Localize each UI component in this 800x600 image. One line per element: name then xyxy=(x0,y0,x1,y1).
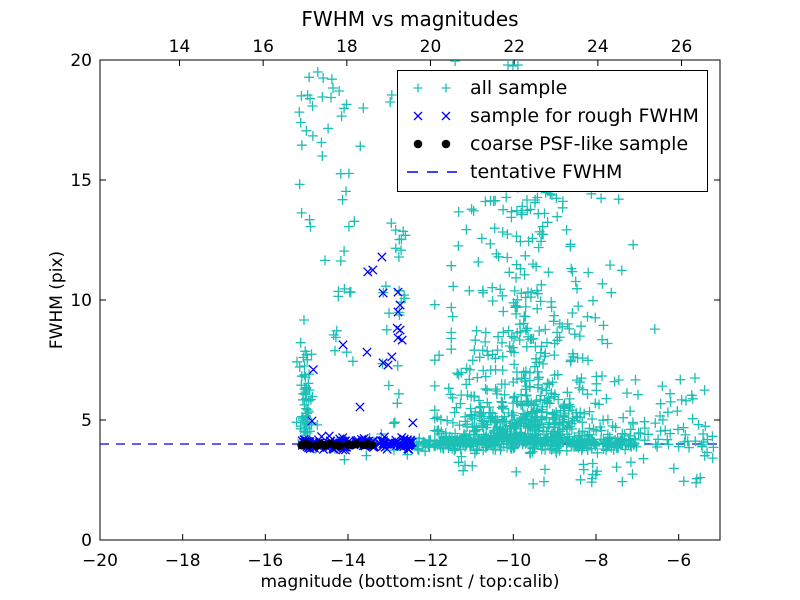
chart-title: FWHM vs magnitudes xyxy=(301,7,519,31)
legend-item-label: coarse PSF-like sample xyxy=(470,133,689,155)
x-bottom-tick-label: −6 xyxy=(666,551,691,571)
legend-item-psf-sample: coarse PSF-like sample xyxy=(398,130,707,158)
scatter-all-sample xyxy=(291,60,719,489)
plus-marker-icon xyxy=(403,77,461,99)
x-axis-label: magnitude (bottom:isnt / top:calib) xyxy=(260,572,560,592)
legend: all sample sample for rough FWHM coarse … xyxy=(397,70,708,192)
x-bottom-tick-label: −14 xyxy=(330,551,366,571)
x-bottom-tick-label: −20 xyxy=(82,551,118,571)
legend-item-label: tentative FWHM xyxy=(470,161,623,183)
x-top-tick-label: 16 xyxy=(252,37,274,57)
x-bottom-tick-label: −18 xyxy=(165,551,201,571)
y-tick-label: 15 xyxy=(70,171,92,191)
legend-item-tentative-fwhm: tentative FWHM xyxy=(398,158,707,186)
cross-marker-icon xyxy=(403,105,461,127)
dash-line-icon xyxy=(403,161,461,183)
scatter-rough-fwhm-sample xyxy=(297,252,418,455)
x-top-tick-label: 20 xyxy=(420,37,442,57)
psf-sample-dot xyxy=(304,440,314,450)
y-tick-label: 10 xyxy=(70,291,92,311)
legend-item-rough-fwhm: sample for rough FWHM xyxy=(398,102,707,130)
dot-marker-icon xyxy=(403,133,461,155)
y-tick-label: 20 xyxy=(70,51,92,71)
y-tick-label: 0 xyxy=(81,531,92,551)
psf-sample-dot xyxy=(352,439,361,449)
y-tick-label: 5 xyxy=(81,411,92,431)
psf-sample-dot xyxy=(367,440,376,450)
x-top-tick-label: 24 xyxy=(587,37,609,57)
legend-item-all-sample: all sample xyxy=(398,74,707,102)
y-axis-label: FWHM (pix) xyxy=(47,250,67,350)
x-bottom-tick-label: −12 xyxy=(413,551,449,571)
legend-item-label: sample for rough FWHM xyxy=(470,105,699,127)
legend-item-label: all sample xyxy=(470,77,568,99)
scatter-psf-like-sample xyxy=(297,439,376,451)
x-bottom-tick-label: −8 xyxy=(583,551,608,571)
x-top-tick-label: 14 xyxy=(169,37,191,57)
x-top-tick-label: 22 xyxy=(503,37,525,57)
psf-sample-dot xyxy=(335,441,345,451)
x-bottom-tick-label: −10 xyxy=(495,551,531,571)
x-top-tick-label: 18 xyxy=(336,37,358,57)
x-bottom-tick-label: −16 xyxy=(247,551,283,571)
x-top-tick-label: 26 xyxy=(671,37,693,57)
